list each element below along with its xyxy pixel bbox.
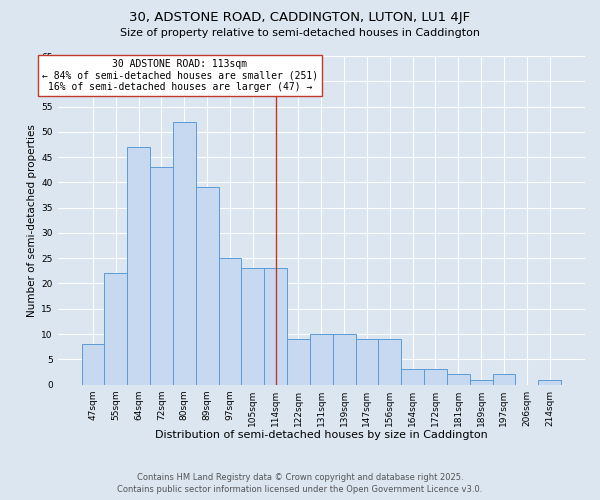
Bar: [424, 370, 447, 384]
Bar: [104, 274, 127, 384]
Y-axis label: Number of semi-detached properties: Number of semi-detached properties: [27, 124, 37, 316]
Bar: [82, 344, 104, 385]
Bar: [356, 339, 379, 384]
X-axis label: Distribution of semi-detached houses by size in Caddington: Distribution of semi-detached houses by …: [155, 430, 488, 440]
Bar: [264, 268, 287, 384]
Bar: [332, 334, 356, 384]
Bar: [241, 268, 264, 384]
Bar: [493, 374, 515, 384]
Text: Contains HM Land Registry data © Crown copyright and database right 2025.
Contai: Contains HM Land Registry data © Crown c…: [118, 472, 482, 494]
Bar: [379, 339, 401, 384]
Bar: [538, 380, 561, 384]
Bar: [218, 258, 241, 384]
Bar: [287, 339, 310, 384]
Bar: [470, 380, 493, 384]
Text: 30, ADSTONE ROAD, CADDINGTON, LUTON, LU1 4JF: 30, ADSTONE ROAD, CADDINGTON, LUTON, LU1…: [130, 11, 470, 24]
Bar: [196, 188, 218, 384]
Bar: [310, 334, 332, 384]
Bar: [401, 370, 424, 384]
Bar: [150, 167, 173, 384]
Bar: [447, 374, 470, 384]
Bar: [173, 122, 196, 384]
Bar: [127, 147, 150, 384]
Text: 30 ADSTONE ROAD: 113sqm
← 84% of semi-detached houses are smaller (251)
16% of s: 30 ADSTONE ROAD: 113sqm ← 84% of semi-de…: [41, 58, 318, 92]
Text: Size of property relative to semi-detached houses in Caddington: Size of property relative to semi-detach…: [120, 28, 480, 38]
